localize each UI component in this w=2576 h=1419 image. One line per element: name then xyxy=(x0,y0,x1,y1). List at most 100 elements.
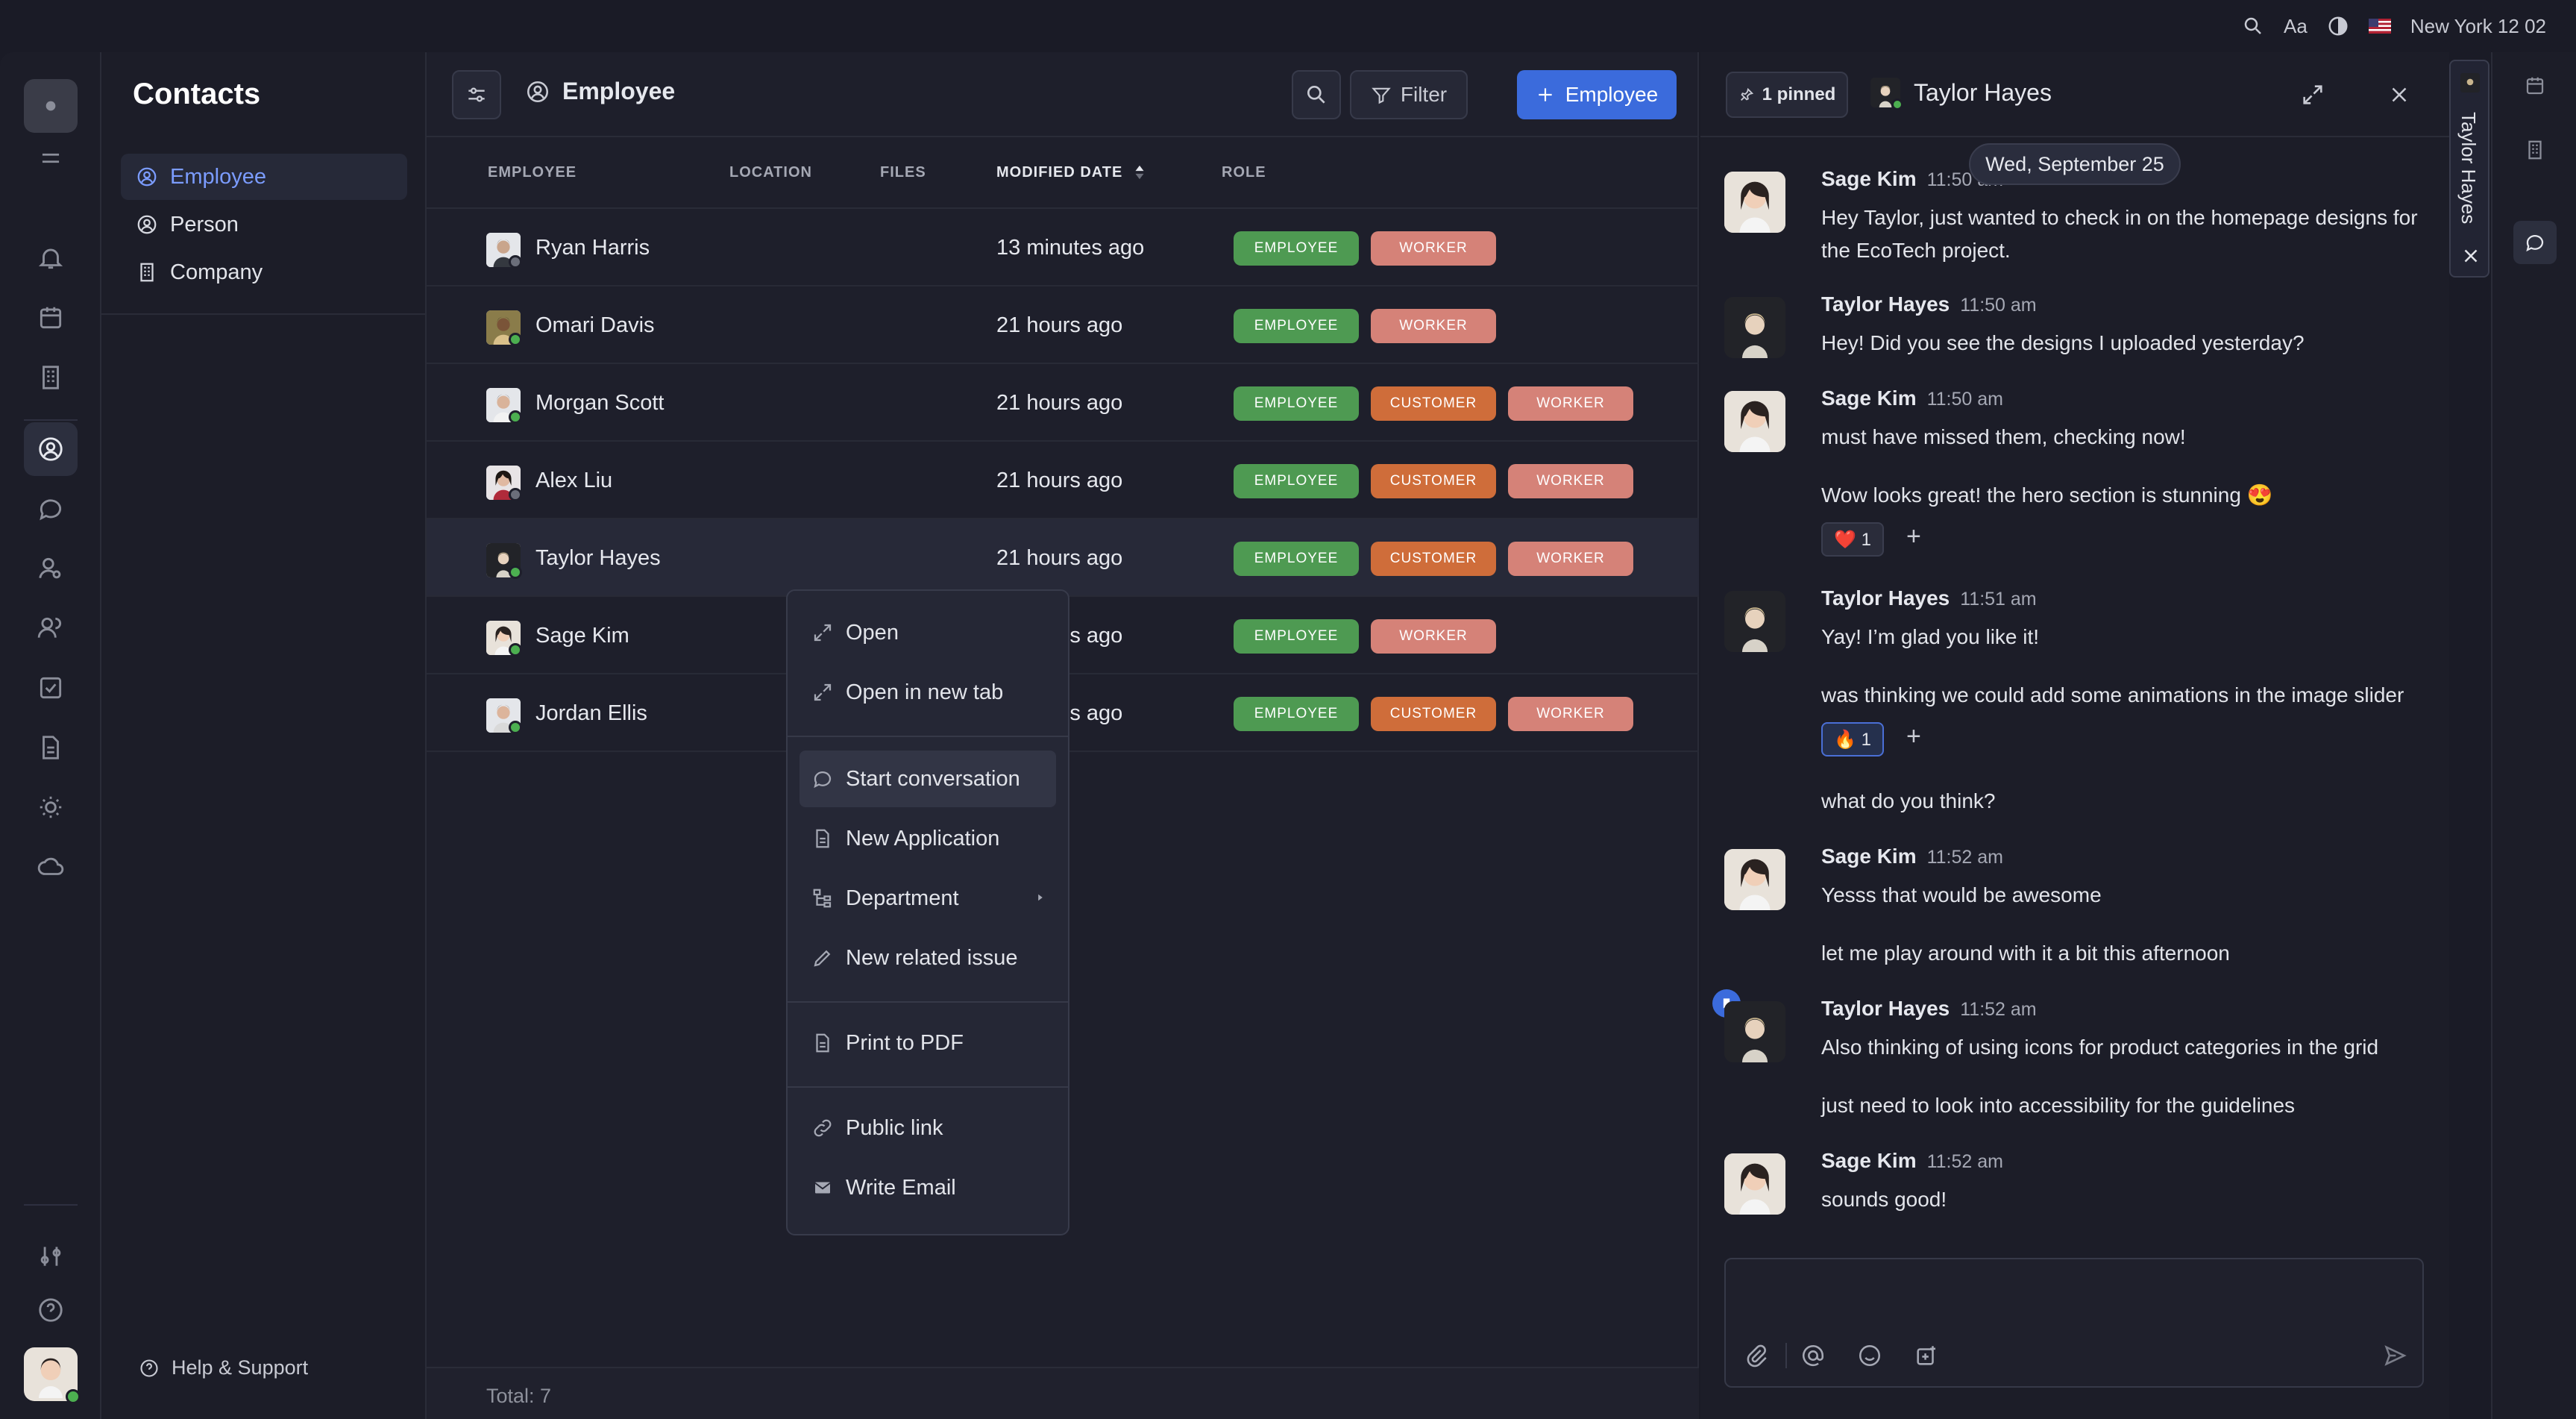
drive-button[interactable] xyxy=(24,840,78,894)
reaction-chip[interactable]: ❤️ 1 xyxy=(1821,522,1884,557)
calendar-button[interactable] xyxy=(24,291,78,345)
search-icon[interactable] xyxy=(2242,15,2264,37)
message-text: Hey! Did you see the designs I uploaded … xyxy=(1821,331,2305,354)
calendar-button[interactable] xyxy=(2513,64,2557,107)
us-flag-icon[interactable] xyxy=(2368,15,2391,37)
recruiting-button[interactable] xyxy=(24,542,78,595)
employee-name[interactable]: Alex Liu xyxy=(535,469,613,492)
close-icon[interactable] xyxy=(2460,245,2482,267)
help-support-label: Help & Support xyxy=(172,1356,309,1379)
avatar[interactable] xyxy=(1724,1001,1785,1062)
avatar[interactable] xyxy=(1724,1153,1785,1215)
employee-name[interactable]: Taylor Hayes xyxy=(535,546,661,570)
add-employee-button[interactable]: Employee xyxy=(1517,70,1677,119)
status-indicator xyxy=(509,488,522,501)
column-header-role[interactable]: ROLE xyxy=(1222,164,1266,181)
avatar[interactable] xyxy=(1724,849,1785,910)
employee-name[interactable]: Ryan Harris xyxy=(535,236,650,260)
menu-item-open[interactable]: Open xyxy=(799,604,1056,661)
column-header-location[interactable]: LOCATION xyxy=(729,164,812,181)
chat-side-tab[interactable]: Taylor Hayes xyxy=(2449,60,2489,278)
menu-item-label: Print to PDF xyxy=(846,1030,964,1055)
sliders-icon xyxy=(40,1247,61,1266)
menu-button[interactable] xyxy=(24,131,78,185)
avatar[interactable] xyxy=(1724,391,1785,452)
column-header-files[interactable]: FILES xyxy=(880,164,926,181)
contact-circle-icon xyxy=(39,437,63,461)
documents-button[interactable] xyxy=(24,721,78,774)
tasks-button[interactable] xyxy=(24,661,78,715)
employee-name[interactable]: Omari Davis xyxy=(535,313,655,337)
user-avatar[interactable] xyxy=(24,1347,81,1404)
send-icon[interactable] xyxy=(2382,1343,2407,1368)
table-row[interactable]: Omari Davis 21 hours ago EMPLOYEE WORKER xyxy=(427,286,1699,364)
add-reaction-button[interactable]: + xyxy=(1906,522,1921,551)
menu-item-new-application[interactable]: New Application xyxy=(799,810,1056,867)
team-button[interactable] xyxy=(24,601,78,655)
column-header-modified-date[interactable]: MODIFIED DATE xyxy=(996,164,1123,181)
emoji-icon[interactable] xyxy=(1857,1343,1882,1368)
nav-item-employee[interactable]: Employee xyxy=(121,154,407,200)
avatar[interactable] xyxy=(1724,172,1785,233)
workspace-logo[interactable] xyxy=(24,79,78,133)
pinned-messages-button[interactable]: 1 pinned xyxy=(1726,72,1848,118)
menu-item-print-pdf[interactable]: Print to PDF xyxy=(799,1015,1056,1071)
table-row[interactable]: Morgan Scott 21 hours ago EMPLOYEE CUSTO… xyxy=(427,364,1699,442)
profile-avatar-icon xyxy=(27,1350,75,1398)
bell-icon xyxy=(38,248,63,269)
chat-button[interactable] xyxy=(24,482,78,536)
table-row[interactable]: Ryan Harris 13 minutes ago EMPLOYEE WORK… xyxy=(427,209,1699,286)
employee-name[interactable]: Sage Kim xyxy=(535,624,629,648)
preferences-button[interactable] xyxy=(24,1230,78,1283)
mention-icon[interactable] xyxy=(1800,1343,1826,1368)
paperclip-icon[interactable] xyxy=(1744,1343,1769,1368)
column-header-employee[interactable]: EMPLOYEE xyxy=(488,164,577,181)
menu-item-public-link[interactable]: Public link xyxy=(799,1100,1056,1156)
filter-button[interactable]: Filter xyxy=(1350,70,1468,119)
contrast-icon[interactable] xyxy=(2327,15,2349,37)
menu-item-start-conversation[interactable]: Start conversation xyxy=(799,751,1056,807)
sort-icon[interactable] xyxy=(1132,164,1147,181)
help-button[interactable] xyxy=(24,1283,78,1337)
font-size-button[interactable]: Aa xyxy=(2284,14,2308,37)
nav-item-company[interactable]: Company xyxy=(121,249,407,295)
chat-toggle-button[interactable] xyxy=(2513,221,2557,264)
avatar xyxy=(486,310,522,346)
message-time: 11:52 am xyxy=(1926,1151,2003,1172)
menu-item-department[interactable]: Department xyxy=(799,870,1056,927)
contacts-button[interactable] xyxy=(24,422,78,476)
employee-name[interactable]: Jordan Ellis xyxy=(535,701,647,725)
menu-item-new-related-issue[interactable]: New related issue xyxy=(799,930,1056,986)
nav-item-person[interactable]: Person xyxy=(121,201,407,248)
building-icon xyxy=(140,263,154,282)
table-row-selected[interactable]: Taylor Hayes 21 hours ago EMPLOYEE CUSTO… xyxy=(427,519,1699,597)
table-row[interactable]: Jordan Ellis 21 hours ago EMPLOYEE CUSTO… xyxy=(427,674,1699,752)
menu-item-write-email[interactable]: Write Email xyxy=(799,1159,1056,1216)
avatar[interactable] xyxy=(1724,297,1785,358)
navigator-divider xyxy=(101,313,425,315)
menu-item-open-new-tab[interactable]: Open in new tab xyxy=(799,664,1056,721)
avatar[interactable] xyxy=(1724,591,1785,652)
avatar xyxy=(486,233,522,269)
table-row[interactable]: Alex Liu 21 hours ago EMPLOYEE CUSTOMER … xyxy=(427,442,1699,519)
help-support-link[interactable]: Help & Support xyxy=(139,1356,308,1379)
message-text: sounds good! xyxy=(1821,1188,1947,1211)
reaction-chip[interactable]: 🔥 1 xyxy=(1821,722,1884,757)
question-icon xyxy=(39,1298,63,1322)
employee-name[interactable]: Morgan Scott xyxy=(535,391,665,415)
message-composer[interactable] xyxy=(1724,1258,2424,1388)
notifications-button[interactable] xyxy=(24,231,78,285)
office-button[interactable] xyxy=(24,351,78,404)
workspace-logo-icon xyxy=(45,101,56,111)
view-options-button[interactable] xyxy=(452,70,501,119)
search-button[interactable] xyxy=(1292,70,1341,119)
attach-card-icon[interactable] xyxy=(1914,1343,1939,1368)
expand-icon[interactable] xyxy=(2300,82,2325,107)
menu-item-label: Start conversation xyxy=(846,766,1020,791)
settings-button[interactable] xyxy=(24,780,78,834)
chat-contact[interactable]: Taylor Hayes xyxy=(1870,78,2052,110)
add-reaction-button[interactable]: + xyxy=(1906,722,1921,751)
close-icon[interactable] xyxy=(2387,82,2412,107)
office-button[interactable] xyxy=(2513,128,2557,172)
